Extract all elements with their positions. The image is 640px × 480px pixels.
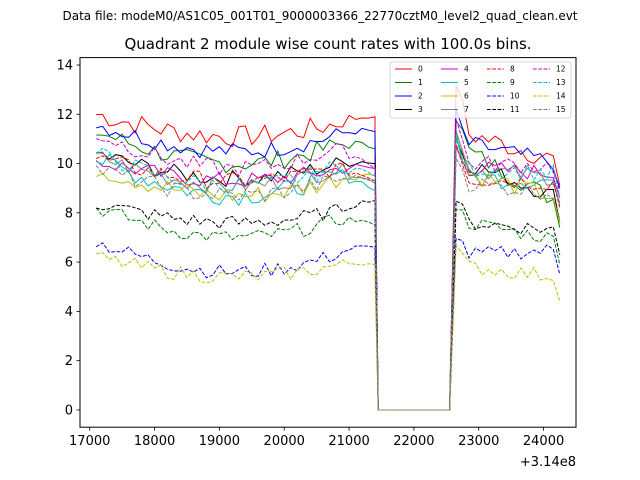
legend-label-1: 1 [418,78,423,87]
legend-label-6: 6 [464,92,469,101]
legend-label-8: 8 [510,65,515,74]
legend-label-11: 11 [510,105,520,114]
chart-title: Quadrant 2 module wise count rates with … [124,35,531,53]
x-tick-label: 17000 [69,434,110,449]
series-line-8 [96,143,561,411]
y-tick-label: 6 [65,256,73,271]
legend-label-13: 13 [556,78,566,87]
x-tick-label: 19000 [199,434,240,449]
series-line-9 [95,207,561,411]
legend-label-3: 3 [418,105,423,114]
series-line-2 [96,109,561,411]
series-line-10 [95,237,561,411]
plot-lines [95,85,561,411]
series-line-13 [95,133,561,411]
series-line-12 [96,119,561,411]
series-line-4 [95,146,561,411]
x-tick-label: 23000 [458,434,499,449]
x-offset-label: +3.14e8 [520,455,576,470]
series-line-0 [96,85,561,411]
x-tick-label: 24000 [523,434,564,449]
series-line-15 [95,156,561,411]
y-tick-label: 14 [56,58,73,73]
legend-label-12: 12 [556,65,566,74]
legend-label-4: 4 [464,65,469,74]
x-tick-label: 22000 [393,434,434,449]
legend-label-7: 7 [464,105,469,114]
y-tick-label: 8 [65,206,73,221]
x-tick-label: 18000 [134,434,175,449]
data-file-label: Data file: modeM0/AS1C05_001T01_90000033… [62,9,577,23]
y-tick-label: 10 [56,157,73,172]
legend-label-14: 14 [556,92,566,101]
y-tick-label: 2 [65,354,73,369]
series-line-14 [96,244,561,411]
legend-label-0: 0 [418,65,423,74]
legend-label-9: 9 [510,78,515,87]
legend-label-15: 15 [556,105,566,114]
series-line-6 [95,133,561,411]
y-tick-label: 4 [65,305,73,320]
legend-box [389,61,572,119]
series-line-11 [96,199,561,411]
legend-label-5: 5 [464,78,469,87]
x-tick-label: 21000 [328,434,369,449]
y-tick-label: 0 [65,403,73,418]
legend-label-10: 10 [510,92,520,101]
series-line-7 [96,130,561,411]
x-tick-label: 20000 [264,434,305,449]
legend-label-2: 2 [418,92,423,101]
axes-frame [79,57,577,428]
series-line-1 [96,119,561,411]
axis-ticks: 17000 18000 19000 20000 21000 22000 23000 24000… [56,58,564,449]
y-tick-label: 12 [56,108,73,123]
